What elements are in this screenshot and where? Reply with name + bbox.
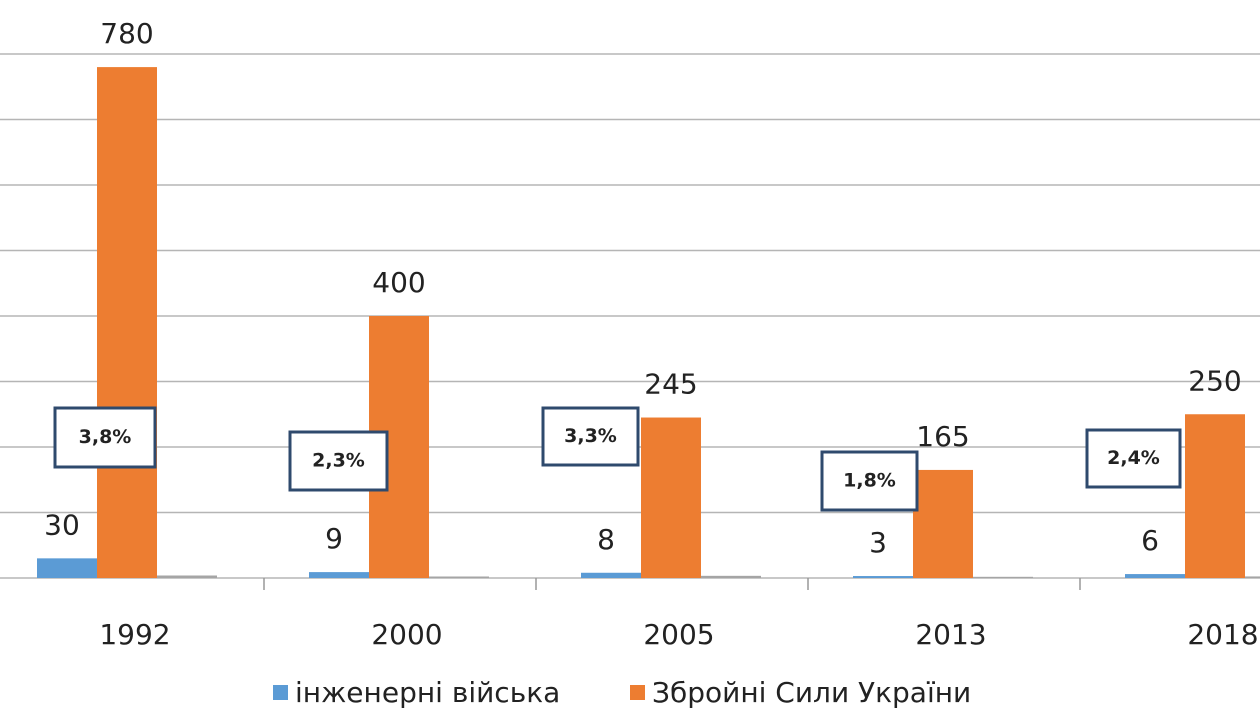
data-label: 2,4%: [1107, 447, 1160, 469]
bar: [641, 417, 701, 578]
legend-label: інженерні війська: [295, 676, 560, 709]
data-label: 30: [44, 508, 80, 541]
x-tick-label: 2013: [915, 618, 986, 651]
data-label: 400: [372, 266, 425, 299]
data-label: 245: [644, 368, 697, 401]
legend-swatch: [630, 685, 645, 700]
data-label: 165: [916, 420, 969, 453]
bar: [973, 576, 1033, 578]
data-label: 3,3%: [564, 425, 617, 447]
bar: [581, 572, 641, 578]
bar: [1245, 576, 1260, 578]
bar: [97, 67, 157, 578]
bar: [1125, 574, 1185, 578]
legend-label: Збройні Сили України: [652, 676, 971, 709]
label-box: [288, 430, 389, 492]
data-label: 780: [100, 17, 153, 50]
bar: [853, 576, 913, 578]
x-tick-label: 2005: [643, 618, 714, 651]
data-label: 1,8%: [843, 470, 896, 492]
label-box: [53, 406, 157, 469]
bar: [157, 575, 217, 578]
x-tick-label: 2000: [371, 618, 442, 651]
data-label: 3: [869, 526, 887, 559]
label-box: [1085, 428, 1182, 489]
bar: [309, 572, 369, 578]
data-label: 250: [1188, 364, 1241, 397]
data-label: 8: [597, 523, 615, 556]
label-box: [541, 406, 640, 467]
data-label: 6: [1141, 524, 1159, 557]
bar: [913, 469, 973, 578]
bar: [37, 558, 97, 578]
data-label: 3,8%: [79, 426, 132, 448]
data-label: 9: [325, 522, 343, 555]
data-label: 2,3%: [312, 450, 365, 472]
bar: [429, 576, 489, 578]
bar: [701, 575, 761, 578]
x-tick-label: 2018: [1187, 618, 1258, 651]
label-box: [820, 450, 919, 512]
x-tick-label: 1992: [99, 618, 170, 651]
bar: [1185, 414, 1245, 578]
legend-swatch: [273, 685, 288, 700]
